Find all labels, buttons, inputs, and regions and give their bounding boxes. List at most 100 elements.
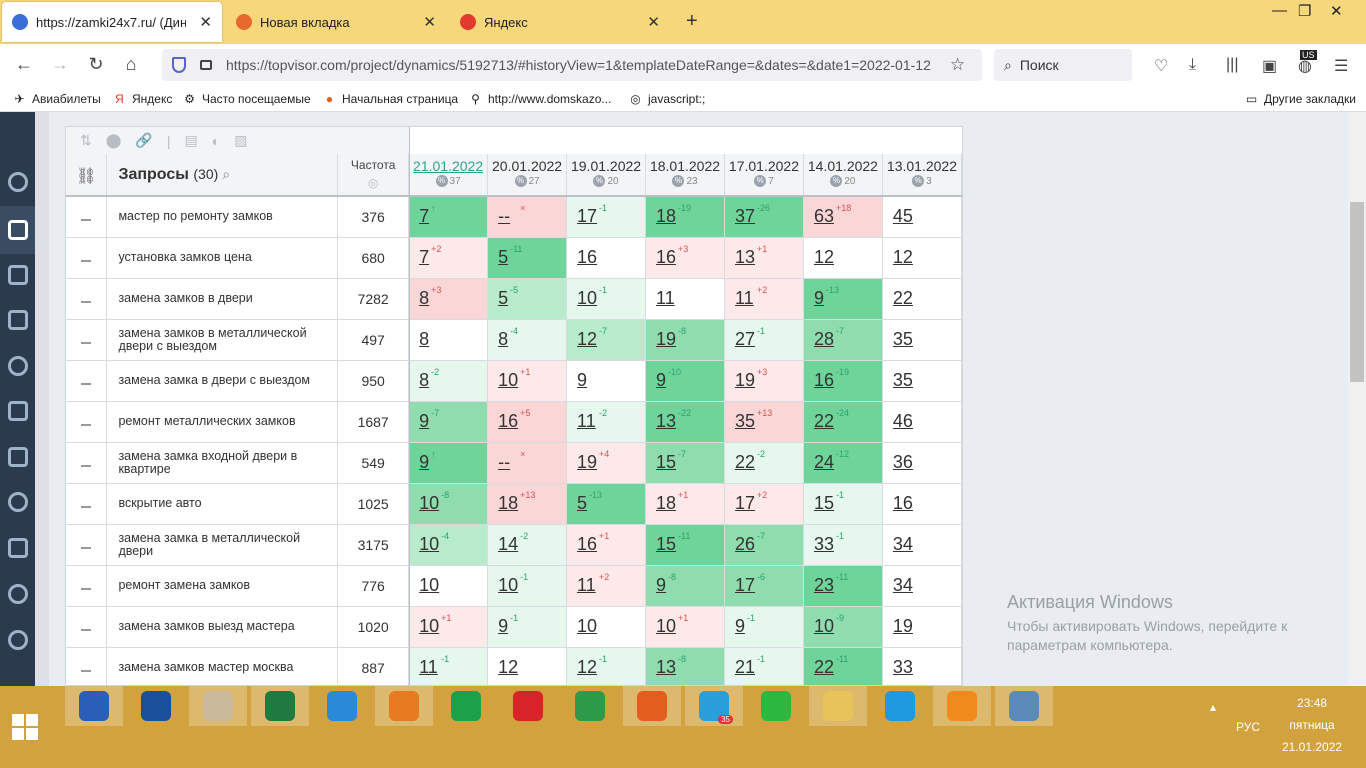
- input-language[interactable]: РУС: [1236, 720, 1261, 734]
- position-cell[interactable]: 63 +18: [803, 196, 883, 238]
- position-cell[interactable]: 19 +3: [724, 360, 804, 402]
- position-value[interactable]: 13: [656, 656, 677, 677]
- layers-icon[interactable]: [8, 265, 28, 285]
- position-value[interactable]: 36: [892, 451, 913, 472]
- position-cell[interactable]: 16 +5: [487, 401, 568, 443]
- position-cell[interactable]: 9 -1: [724, 606, 804, 648]
- dynamics-chart-icon[interactable]: [8, 220, 28, 240]
- position-cell[interactable]: 10 +1: [408, 606, 489, 648]
- settings-icon[interactable]: [8, 630, 28, 650]
- position-cell[interactable]: 18 +1: [645, 483, 725, 525]
- position-cell[interactable]: 26 -7: [724, 524, 804, 566]
- position-value[interactable]: 9: [419, 410, 430, 431]
- position-cell[interactable]: 10 +1: [487, 360, 568, 402]
- position-cell[interactable]: 23 -11: [803, 565, 883, 607]
- tray-expand-icon[interactable]: ▴: [1210, 700, 1217, 714]
- position-cell[interactable]: 24 -12: [803, 442, 883, 484]
- row-toggle[interactable]: [66, 319, 108, 361]
- position-value[interactable]: 33: [892, 656, 913, 677]
- position-cell[interactable]: 16: [566, 237, 647, 279]
- row-toggle[interactable]: [66, 237, 108, 279]
- address-bar[interactable]: https://topvisor.com/project/dynamics/51…: [162, 49, 982, 81]
- taskbar-app-skype[interactable]: [871, 686, 929, 726]
- position-cell[interactable]: 22 -2: [724, 442, 804, 484]
- row-toggle[interactable]: [66, 196, 108, 238]
- taskbar-app-explorer[interactable]: [809, 686, 867, 726]
- position-value[interactable]: 19: [734, 369, 756, 390]
- image-icon[interactable]: ▨: [234, 132, 248, 148]
- position-value[interactable]: 22: [813, 656, 834, 677]
- position-cell[interactable]: 10 -9: [803, 606, 883, 648]
- position-value[interactable]: 22: [734, 451, 756, 472]
- position-value[interactable]: 33: [813, 533, 834, 554]
- position-cell[interactable]: 16 +3: [645, 237, 725, 279]
- taskbar-app-whatsapp[interactable]: [747, 686, 805, 726]
- position-cell[interactable]: 9 -8: [645, 565, 725, 607]
- sidebar-scrollbar[interactable]: [35, 112, 49, 686]
- bookmark-item[interactable]: ⚙ Часто посещаемые: [182, 91, 311, 106]
- date-header[interactable]: 21.01.2022 % 37: [408, 154, 489, 197]
- date-label[interactable]: 14.01.2022: [807, 158, 878, 174]
- position-cell[interactable]: 27 -1: [724, 319, 804, 361]
- position-cell[interactable]: 33: [882, 647, 962, 685]
- position-cell[interactable]: 7 +2: [408, 237, 489, 279]
- date-label[interactable]: 21.01.2022: [413, 158, 484, 174]
- position-value[interactable]: 19: [892, 615, 913, 636]
- close-icon[interactable]: ✕: [647, 14, 660, 31]
- position-cell[interactable]: 35: [882, 319, 962, 361]
- position-cell[interactable]: 12 -7: [566, 319, 647, 361]
- position-cell[interactable]: 17 +2: [724, 483, 804, 525]
- position-cell[interactable]: 11: [645, 278, 725, 320]
- position-value[interactable]: 11: [656, 287, 675, 308]
- position-cell[interactable]: 10 +1: [645, 606, 725, 648]
- position-cell[interactable]: 12: [803, 237, 883, 279]
- position-cell[interactable]: 5 -11: [487, 237, 568, 279]
- position-value[interactable]: 35: [892, 369, 913, 390]
- position-value[interactable]: 18: [656, 492, 677, 513]
- taskbar-app-hp[interactable]: [127, 686, 185, 726]
- library-icon[interactable]: |||: [1226, 56, 1239, 73]
- position-cell[interactable]: 17 -1: [566, 196, 647, 238]
- position-cell[interactable]: 8 +3: [408, 278, 489, 320]
- position-value[interactable]: 12: [892, 246, 913, 267]
- position-value[interactable]: 16: [892, 492, 913, 513]
- date-header[interactable]: 20.01.2022 % 27: [487, 154, 568, 197]
- position-cell[interactable]: 16 +1: [566, 524, 647, 566]
- search-input[interactable]: ⌕ Поиск: [994, 49, 1132, 81]
- position-cell[interactable]: 9 -10: [645, 360, 725, 402]
- position-value[interactable]: 9: [419, 451, 430, 472]
- position-cell[interactable]: 16 -19: [803, 360, 883, 402]
- position-cell[interactable]: 18 -19: [645, 196, 725, 238]
- position-value[interactable]: 22: [813, 410, 834, 431]
- other-bookmarks[interactable]: ▭ Другие закладки: [1244, 91, 1356, 106]
- row-toggle[interactable]: [66, 524, 108, 566]
- position-cell[interactable]: 10 -1: [487, 565, 568, 607]
- position-cell[interactable]: -- ×: [487, 442, 568, 484]
- sort-icon[interactable]: ⇅: [80, 132, 92, 148]
- position-cell[interactable]: 35 +13: [724, 401, 804, 443]
- position-cell[interactable]: 11 +2: [566, 565, 647, 607]
- close-icon[interactable]: ✕: [423, 14, 436, 31]
- date-header[interactable]: 14.01.2022 % 20: [803, 154, 883, 197]
- position-cell[interactable]: 28 -7: [803, 319, 883, 361]
- position-cell[interactable]: 7 ↑: [408, 196, 489, 238]
- forward-icon[interactable]: →: [51, 54, 69, 74]
- position-value[interactable]: 14: [498, 533, 519, 554]
- date-label[interactable]: 17.01.2022: [728, 158, 799, 174]
- position-cell[interactable]: 46: [882, 401, 962, 443]
- position-value[interactable]: 35: [734, 410, 756, 431]
- position-value[interactable]: 17: [577, 206, 598, 226]
- hammer-icon[interactable]: [8, 401, 28, 421]
- toggle-icon[interactable]: ⬤: [105, 132, 122, 148]
- date-label[interactable]: 20.01.2022: [492, 158, 563, 174]
- position-cell[interactable]: 35: [882, 360, 962, 402]
- close-icon[interactable]: ✕: [199, 14, 212, 31]
- position-cell[interactable]: 10: [566, 606, 647, 648]
- position-cell[interactable]: 11 +2: [724, 278, 804, 320]
- position-cell[interactable]: 34: [882, 565, 962, 607]
- position-value[interactable]: 45: [892, 206, 913, 226]
- position-value[interactable]: 8: [419, 369, 430, 390]
- date-header[interactable]: 18.01.2022 % 23: [645, 154, 725, 197]
- position-cell[interactable]: 36: [882, 442, 962, 484]
- position-cell[interactable]: 15 -11: [645, 524, 725, 566]
